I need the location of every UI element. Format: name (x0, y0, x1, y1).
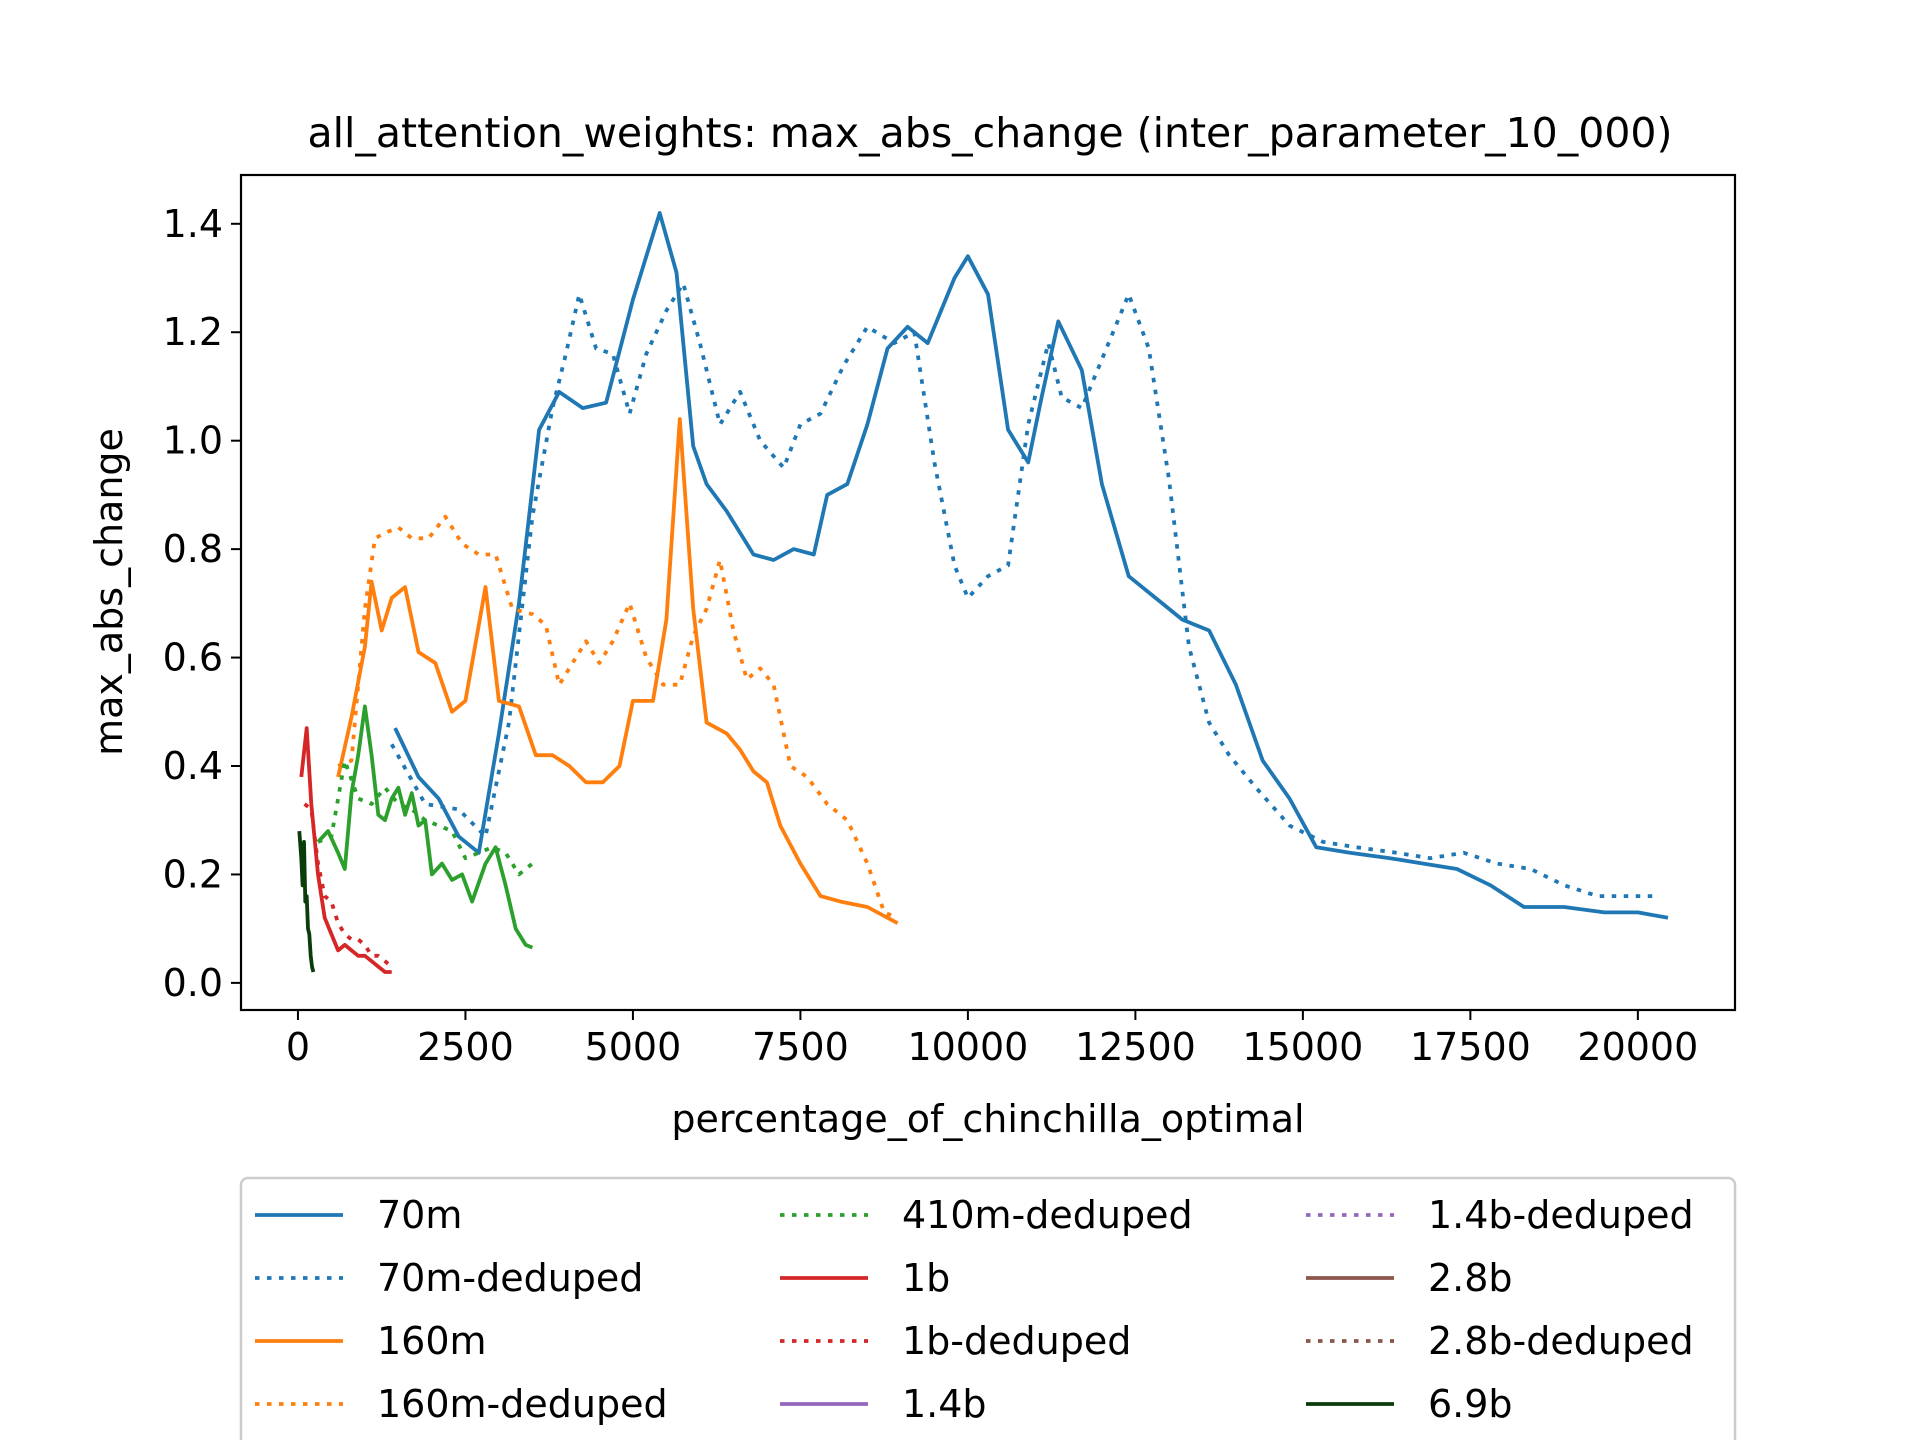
series-line-410m-segment (316, 704, 534, 950)
legend-label: 160m (377, 1319, 487, 1363)
y-tick-label: 1.0 (163, 419, 223, 463)
x-axis-label: percentage_of_chinchilla_optimal (671, 1097, 1304, 1141)
legend-label: 410m-deduped (902, 1193, 1193, 1237)
series-line-6-9b (297, 830, 316, 973)
legend-label: 2.8b-deduped (1428, 1319, 1694, 1363)
legend-label: 1.4b (902, 1382, 987, 1426)
y-axis-label: max_abs_change (87, 428, 131, 756)
legend-label: 1.4b-deduped (1428, 1193, 1694, 1237)
legend-frame (239, 1176, 1737, 1440)
legend-label: 1b (902, 1256, 950, 1300)
legend-label: 1b-deduped (902, 1319, 1131, 1363)
x-ticks: 0 2500 5000 7500 10000 12500 15000 17500 20000 (286, 1010, 1698, 1069)
plot-frame (239, 173, 1737, 1012)
y-tick-label: 0.0 (163, 961, 223, 1005)
legend-label: 70m (377, 1193, 462, 1237)
x-tick-label: 0 (286, 1025, 310, 1069)
y-ticks: 0.0 0.2 0.4 0.6 0.8 1.0 1.2 1.4 (163, 202, 241, 1005)
legend: 70m 70m-deduped 160m 160m-deduped 410m-dedup… (255, 1193, 1694, 1426)
y-tick-label: 0.6 (163, 636, 223, 680)
series-line-160m-deduped (337, 514, 899, 920)
x-tick-label: 10000 (907, 1025, 1028, 1069)
series-line-70m-deduped (390, 281, 1658, 898)
x-tick-label: 5000 (585, 1025, 682, 1069)
series-line-410m-deduped (317, 758, 534, 877)
x-tick-label: 2500 (417, 1025, 514, 1069)
legend-label: 2.8b (1428, 1256, 1513, 1300)
series-line-1b-deduped (303, 802, 393, 969)
x-tick-label: 17500 (1410, 1025, 1531, 1069)
x-tick-label: 7500 (752, 1025, 849, 1069)
x-tick-label: 12500 (1075, 1025, 1196, 1069)
x-tick-label: 15000 (1242, 1025, 1363, 1069)
chart-title: all_attention_weights: max_abs_change (i… (307, 109, 1672, 157)
x-tick-label: 20000 (1577, 1025, 1698, 1069)
series-line-160m (336, 417, 899, 925)
y-tick-label: 1.2 (163, 310, 223, 354)
y-tick-label: 0.8 (163, 527, 223, 571)
y-tick-label: 0.2 (163, 852, 223, 896)
legend-label: 70m-deduped (377, 1256, 643, 1300)
series-line-70m (393, 211, 1669, 920)
plot-lines (297, 211, 1669, 974)
y-tick-label: 1.4 (163, 202, 223, 246)
y-tick-label: 0.4 (163, 744, 223, 788)
legend-label: 160m-deduped (377, 1382, 668, 1426)
legend-label: 6.9b (1428, 1382, 1513, 1426)
